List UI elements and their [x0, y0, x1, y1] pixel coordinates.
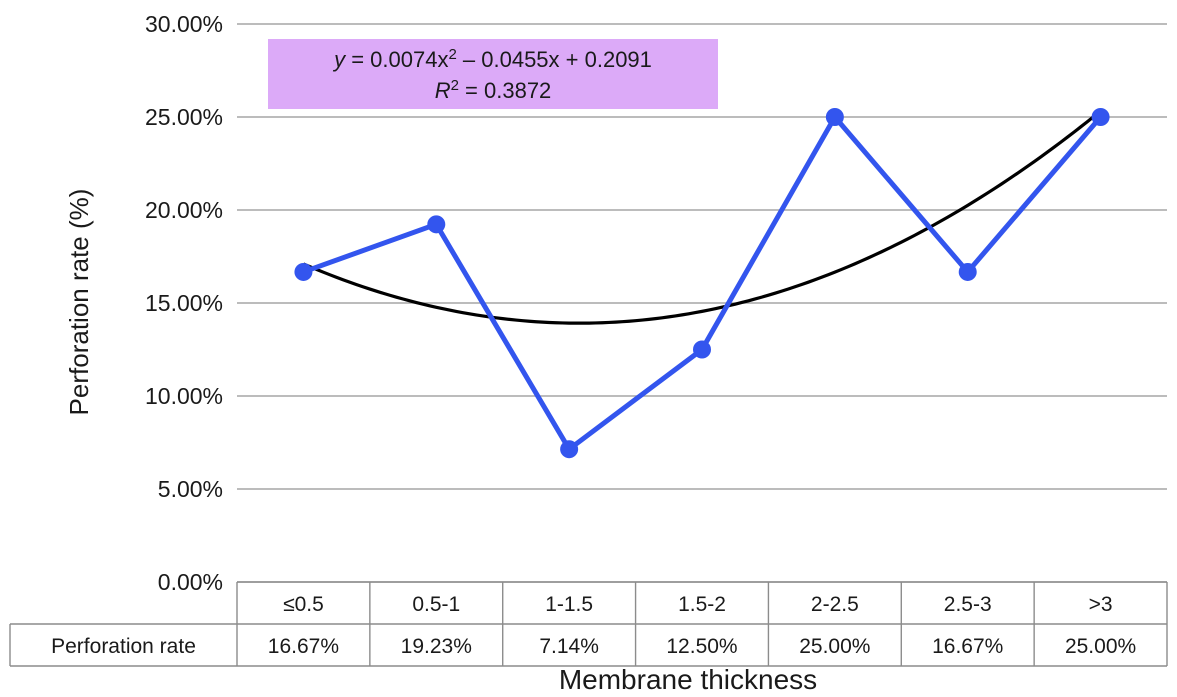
data-table: Perforation rate ≤0.5 16.67% 0.5-1 19.23% 1-1…: [9, 581, 1168, 667]
trendline-equation: y = 0.0074x2 – 0.0455x + 0.2091: [332, 46, 652, 73]
y-tick-label: 20.00%: [145, 197, 223, 223]
y-tick-label: 15.00%: [145, 290, 223, 316]
data-point: [1091, 108, 1110, 126]
equation-box-background: [268, 39, 718, 109]
series-line: [302, 112, 1103, 453]
data-point: [958, 262, 977, 281]
data-point: [825, 108, 844, 126]
y-axis-label: Perforation rate (%): [64, 189, 94, 416]
x-category-label: >3: [1089, 593, 1113, 616]
x-category-label: 1.5-2: [678, 593, 726, 616]
trendline: [302, 109, 1102, 325]
gridlines: [237, 23, 1167, 583]
table-value-cell: 12.50%: [666, 635, 737, 658]
y-tick-label: 25.00%: [145, 104, 223, 130]
y-tick-label: 0.00%: [158, 569, 223, 595]
x-category-label: 0.5-1: [412, 593, 460, 616]
y-tick-label: 30.00%: [145, 11, 223, 37]
x-axis-label: Membrane thickness: [559, 664, 817, 695]
y-tick-label: 5.00%: [158, 476, 223, 502]
x-category-label: 2.5-3: [944, 593, 992, 616]
trendline-curve: [302, 109, 1102, 325]
data-point: [560, 440, 579, 459]
table-value-cell: 25.00%: [799, 635, 870, 658]
data-point: [427, 215, 446, 234]
table-value-cell: 16.67%: [932, 635, 1003, 658]
data-point: [294, 262, 313, 281]
table-value-cell: 25.00%: [1065, 635, 1136, 658]
y-tick-label: 10.00%: [145, 383, 223, 409]
x-category-label: ≤0.5: [283, 593, 324, 616]
trendline-equation-box: y = 0.0074x2 – 0.0455x + 0.2091 R2 = 0.3…: [268, 39, 718, 109]
y-axis-ticks: 0.00% 5.00% 10.00% 15.00% 20.00% 25.00% 30.00%: [145, 11, 223, 595]
x-category-label: 2-2.5: [811, 593, 859, 616]
table-value-cell: 19.23%: [401, 635, 472, 658]
table-value-cell: 7.14%: [539, 635, 599, 658]
data-point: [693, 340, 711, 359]
trendline-r-squared: R2 = 0.3872: [435, 77, 552, 104]
series-perforation-rate: [294, 108, 1110, 459]
x-category-label: 1-1.5: [545, 593, 593, 616]
table-series-name: Perforation rate: [51, 635, 196, 658]
table-value-cell: 16.67%: [268, 635, 339, 658]
